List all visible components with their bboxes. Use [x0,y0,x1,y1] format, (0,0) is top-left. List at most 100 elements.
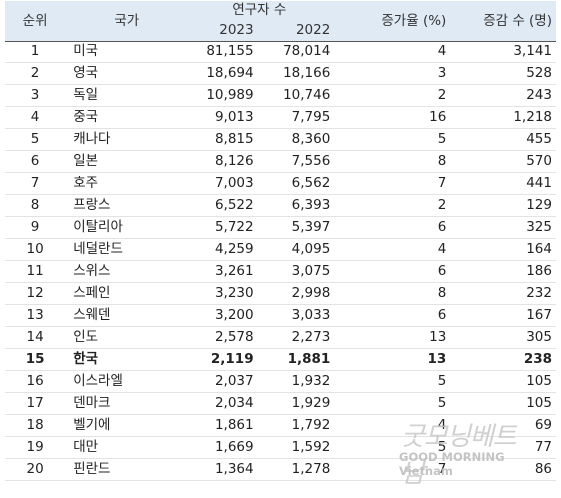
researchers-2022-cell: 7,795 [253,106,331,129]
researchers-2023-cell: 18,694 [188,62,254,85]
researchers-2022-cell: 3,075 [253,260,331,283]
researchers-2023-cell: 81,155 [188,41,254,63]
change-cell: 105 [458,370,556,393]
rank-cell: 9 [5,216,66,239]
table-row: 11 스위스 3,261 3,075 6 186 [5,260,556,283]
rank-cell: 15 [5,348,66,371]
country-cell: 네덜란드 [65,238,189,261]
rank-cell: 18 [5,414,66,437]
country-cell: 프랑스 [65,194,189,217]
rank-cell: 2 [5,62,66,85]
change-cell: 570 [458,150,556,173]
researchers-2023-cell: 8,126 [188,150,254,173]
growth-rate-cell: 5 [330,436,459,459]
growth-rate-cell: 13 [330,348,459,371]
researchers-2023-cell: 1,669 [188,436,254,459]
change-cell: 186 [458,260,556,283]
researchers-2022-cell: 18,166 [253,62,331,85]
change-cell: 528 [458,62,556,85]
growth-rate-cell: 6 [330,216,459,239]
researchers-2022-cell: 78,014 [253,41,331,63]
rank-cell: 19 [5,436,66,459]
change-cell: 164 [458,238,556,261]
country-cell: 이스라엘 [65,370,189,393]
table-row: 7 호주 7,003 6,562 7 441 [5,172,556,195]
country-cell: 한국 [65,348,189,371]
change-cell: 441 [458,172,556,195]
researchers-2022-cell: 5,397 [253,216,331,239]
table-row: 8 프랑스 6,522 6,393 2 129 [5,194,556,217]
table-row: 1 미국 81,155 78,014 4 3,141 [5,41,556,63]
growth-rate-cell: 2 [330,194,459,217]
country-cell: 인도 [65,326,189,349]
change-cell: 305 [458,326,556,349]
researchers-2023-cell: 9,013 [188,106,254,129]
growth-rate-cell: 5 [330,370,459,393]
rank-cell: 10 [5,238,66,261]
growth-rate-cell: 7 [330,458,459,481]
header-change: 증감 수 (명) [483,12,552,29]
header-row: 순위 국가 연구자 수 증가율 (%) 증감 수 (명) [5,1,556,29]
header-researchers: 연구자 수 [232,2,287,18]
rank-cell: 3 [5,84,66,107]
researchers-2023-cell: 3,261 [188,260,254,283]
country-cell: 스페인 [65,282,189,305]
table-row: 3 독일 10,989 10,746 2 243 [5,84,556,107]
growth-rate-cell: 16 [330,106,459,129]
change-cell: 238 [458,348,556,371]
rank-cell: 13 [5,304,66,327]
country-cell: 독일 [65,84,189,107]
country-cell: 스위스 [65,260,189,283]
change-cell: 232 [458,282,556,305]
country-cell: 중국 [65,106,189,129]
rank-cell: 14 [5,326,66,349]
researchers-2023-cell: 2,119 [188,348,254,371]
researchers-2022-cell: 2,998 [253,282,331,305]
change-cell: 129 [458,194,556,217]
rank-cell: 20 [5,458,66,481]
rank-cell: 5 [5,128,66,151]
researchers-2023-cell: 10,989 [188,84,254,107]
researchers-2023-cell: 5,722 [188,216,254,239]
header-rank: 순위 [22,12,48,29]
rank-cell: 17 [5,392,66,415]
growth-rate-cell: 7 [330,172,459,195]
table-row: 19 대만 1,669 1,592 5 77 [5,436,556,459]
researchers-2022-cell: 1,792 [253,414,331,437]
growth-rate-cell: 4 [330,414,459,437]
country-cell: 영국 [65,62,189,85]
table-row: 10 네덜란드 4,259 4,095 4 164 [5,238,556,261]
researchers-2022-cell: 6,562 [253,172,331,195]
change-cell: 325 [458,216,556,239]
researchers-2023-cell: 2,037 [188,370,254,393]
table-row: 14 인도 2,578 2,273 13 305 [5,326,556,349]
growth-rate-cell: 3 [330,62,459,85]
header-divider [5,41,556,42]
country-cell: 핀란드 [65,458,189,481]
table-row: 15 한국 2,119 1,881 13 238 [5,348,556,371]
researchers-2023-cell: 6,522 [188,194,254,217]
researchers-2022-cell: 1,929 [253,392,331,415]
researchers-2023-cell: 1,861 [188,414,254,437]
change-cell: 69 [458,414,556,437]
researchers-2023-cell: 8,815 [188,128,254,151]
growth-rate-cell: 6 [330,304,459,327]
growth-rate-cell: 8 [330,282,459,305]
researchers-2022-cell: 1,881 [253,348,331,371]
researchers-2023-cell: 2,578 [188,326,254,349]
growth-rate-cell: 5 [330,128,459,151]
researchers-2022-cell: 6,393 [253,194,331,217]
growth-rate-cell: 4 [330,41,459,63]
table-row: 18 벨기에 1,861 1,792 4 69 [5,414,556,437]
growth-rate-cell: 8 [330,150,459,173]
rank-cell: 1 [5,41,66,63]
rank-cell: 6 [5,150,66,173]
table-row: 12 스페인 3,230 2,998 8 232 [5,282,556,305]
change-cell: 86 [458,458,556,481]
country-cell: 벨기에 [65,414,189,437]
rank-cell: 16 [5,370,66,393]
country-cell: 스웨덴 [65,304,189,327]
rank-cell: 11 [5,260,66,283]
researchers-2022-cell: 1,592 [253,436,331,459]
researchers-2023-cell: 7,003 [188,172,254,195]
